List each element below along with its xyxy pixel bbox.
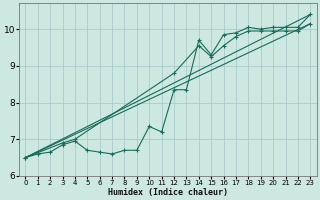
X-axis label: Humidex (Indice chaleur): Humidex (Indice chaleur) (108, 188, 228, 197)
